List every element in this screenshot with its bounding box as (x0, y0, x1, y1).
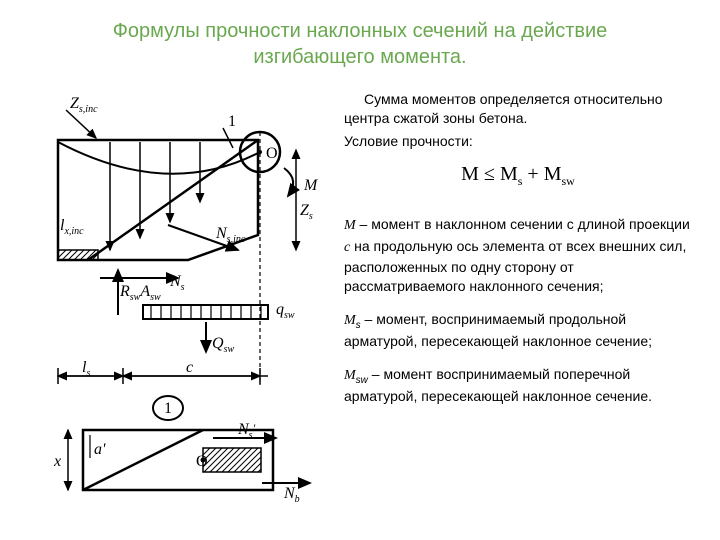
def-Msw: Msw – момент воспринимаемый поперечной а… (344, 365, 692, 406)
intro-text: Сумма моментов определяется относительно… (344, 90, 692, 128)
svg-text:1: 1 (228, 113, 236, 130)
svg-text:lx,inc: lx,inc (60, 217, 84, 237)
content-row: Zs,inc 1 O M Zs lx,inc Ns,inc RswAsw Ns … (0, 78, 720, 510)
diagram-column: Zs,inc 1 O M Zs lx,inc Ns,inc RswAsw Ns … (28, 90, 328, 510)
page-title: Формулы прочности наклонных сечений на д… (0, 0, 720, 78)
engineering-diagram: Zs,inc 1 O M Zs lx,inc Ns,inc RswAsw Ns … (28, 90, 328, 510)
svg-text:O: O (196, 453, 208, 470)
condition-label: Условие прочности: (344, 132, 692, 151)
svg-text:a': a' (94, 441, 106, 458)
svg-text:Nb: Nb (283, 485, 300, 505)
svg-text:O: O (266, 145, 278, 162)
svg-text:1: 1 (164, 400, 172, 417)
svg-text:M: M (303, 177, 319, 194)
svg-text:RswAsw: RswAsw (119, 283, 161, 303)
svg-text:Ns: Ns (169, 273, 185, 293)
strength-formula: M ≤ Ms + Msw (344, 161, 692, 189)
svg-text:Zs: Zs (300, 202, 313, 222)
svg-text:Ns,inc: Ns,inc (215, 225, 246, 245)
def-Ms: Ms – момент, воспринимаемый продольной а… (344, 310, 692, 351)
text-column: Сумма моментов определяется относительно… (344, 90, 692, 510)
svg-text:qsw: qsw (276, 301, 295, 321)
svg-text:Zs,inc: Zs,inc (70, 95, 98, 115)
svg-text:Qsw: Qsw (212, 335, 234, 355)
svg-text:c: c (186, 359, 193, 376)
svg-text:x: x (53, 453, 61, 470)
def-M: M – момент в наклонном сечении с длиной … (344, 215, 692, 296)
